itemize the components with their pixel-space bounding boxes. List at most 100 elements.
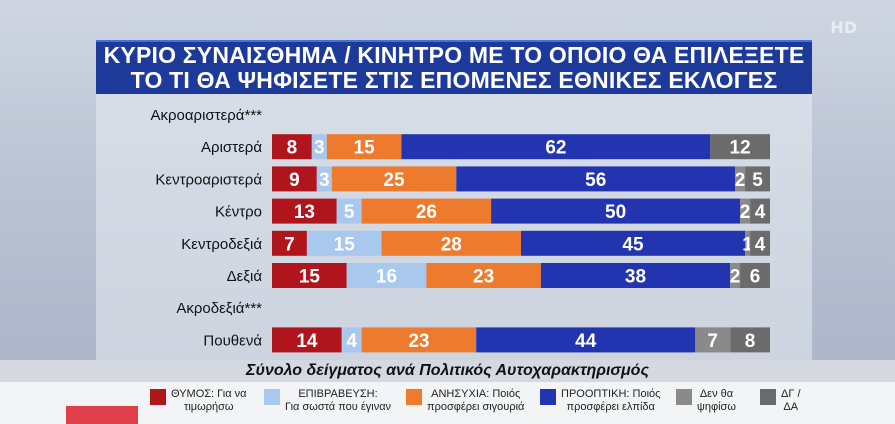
bar-value-label: 38 — [625, 267, 646, 288]
legend-label-line1: ΔΓ / — [781, 388, 801, 400]
legend-swatch-worry — [406, 389, 422, 405]
bar-value-label: 16 — [376, 267, 397, 288]
bar-segment — [272, 327, 342, 353]
legend-item-reward: ΕΠΙΒΡΑΒΕΥΣΗ: Για σωστά που έγιναν — [264, 388, 391, 414]
bar-segment — [750, 198, 770, 224]
legend-label-line2: προσφέρει σιγουριά — [427, 401, 525, 413]
category-label: Πουθενά — [203, 332, 262, 349]
legend-label-line1: ΕΠΙΒΡΑΒΕΥΣΗ: — [298, 388, 378, 400]
bar-segment — [730, 327, 770, 353]
legend-label-line2: ΔΑ — [783, 401, 799, 413]
bar-value-label: 45 — [622, 234, 644, 255]
category-label: Κεντροδεξιά — [181, 236, 262, 253]
ticker-strip — [66, 406, 138, 424]
bar-value-label: 44 — [575, 331, 597, 352]
legend: ΘΥΜΟΣ: Για να τιμωρήσω ΕΠΙΒΡΑΒΕΥΣΗ: Για … — [0, 382, 895, 424]
bar-value-label: 2 — [740, 202, 751, 223]
legend-text-dk-na: ΔΓ / ΔΑ — [781, 388, 801, 414]
bar-segment — [710, 134, 770, 160]
category-label: Αριστερά — [201, 139, 262, 156]
bar-segment — [326, 134, 402, 160]
bar-segment — [730, 263, 741, 288]
bar-value-label: 6 — [750, 267, 761, 288]
bar-segment — [476, 327, 696, 353]
bar-value-label: 14 — [296, 331, 318, 352]
bar-value-label: 2 — [730, 267, 741, 288]
bar-segment — [740, 198, 751, 224]
bar-segment — [750, 230, 770, 256]
bar-segment — [745, 230, 751, 256]
bar-segment — [272, 198, 337, 224]
legend-item-dk-na: ΔΓ / ΔΑ — [760, 388, 801, 414]
bar-segment — [341, 327, 362, 353]
title-line-1: ΚΥΡΙΟ ΣΥΝΑΙΣΘΗΜΑ / ΚΙΝΗΤΡΟ ΜΕ ΤΟ ΟΠΟΙΟ Θ… — [103, 42, 805, 68]
bar-value-label: 3 — [319, 170, 330, 191]
legend-swatch-prospect — [540, 389, 556, 405]
bar-segment — [491, 198, 741, 224]
bar-value-label: 15 — [334, 234, 356, 255]
bar-value-label: 1 — [742, 234, 753, 255]
subtitle-bar: Σύνολο δείγματος ανά Πολιτικός Αυτοχαρακ… — [0, 360, 895, 382]
legend-item-wont-vote: Δεν θα ψηφίσω — [676, 388, 736, 414]
bar-segment — [735, 166, 746, 192]
bar-value-label: 15 — [299, 267, 321, 288]
bar-segment — [272, 166, 317, 192]
bar-segment — [311, 134, 327, 160]
title-line-2: ΤΟ ΤΙ ΘΑ ΨΗΦΙΣΕΤΕ ΣΤΙΣ ΕΠΟΜΕΝΕΣ ΕΘΝΙΚΕΣ … — [130, 67, 778, 93]
bar-segment — [346, 263, 427, 288]
bar-segment — [336, 198, 362, 224]
category-label: Ακροαριστερά*** — [150, 107, 262, 124]
bar-value-label: 26 — [416, 202, 437, 223]
bar-value-label: 25 — [383, 170, 405, 191]
legend-swatch-dk-na — [760, 389, 776, 405]
bar-value-label: 15 — [354, 138, 376, 159]
chart-title: ΚΥΡΙΟ ΣΥΝΑΙΣΘΗΜΑ / ΚΙΝΗΤΡΟ ΜΕ ΤΟ ΟΠΟΙΟ Θ… — [96, 40, 812, 94]
bar-value-label: 7 — [284, 234, 295, 255]
category-label: Δεξιά — [227, 268, 263, 285]
bar-value-label: 12 — [730, 138, 751, 159]
bar-segment — [426, 263, 541, 288]
category-label: Ακροδεξιά*** — [176, 300, 262, 317]
bar-value-label: 23 — [473, 267, 494, 288]
bar-value-label: 8 — [745, 331, 756, 352]
legend-label-line2: τιμωρήσω — [184, 401, 234, 413]
bar-segment — [306, 230, 382, 256]
bar-value-label: 23 — [408, 331, 429, 352]
legend-item-anger: ΘΥΜΟΣ: Για να τιμωρήσω — [150, 388, 246, 414]
chart-subtitle: Σύνολο δείγματος ανά Πολιτικός Αυτοχαρακ… — [246, 362, 649, 379]
bar-segment — [456, 166, 736, 192]
legend-label-line1: Δεν θα — [699, 388, 734, 400]
bar-segment — [740, 263, 770, 288]
legend-text-anger: ΘΥΜΟΣ: Για να τιμωρήσω — [171, 388, 246, 414]
legend-text-reward: ΕΠΙΒΡΑΒΕΥΣΗ: Για σωστά που έγιναν — [285, 388, 391, 414]
bar-value-label: 50 — [605, 202, 626, 223]
legend-label-line1: ΘΥΜΟΣ: Για να — [171, 388, 247, 400]
bar-value-label: 28 — [441, 234, 462, 255]
bar-value-label: 7 — [707, 331, 718, 352]
bar-value-label: 4 — [755, 202, 766, 223]
legend-item-worry: ΑΝΗΣΥΧΙΑ: Ποιός προσφέρει σιγουριά — [406, 388, 524, 414]
category-label: Κέντρο — [215, 204, 262, 221]
legend-swatch-anger — [150, 389, 166, 405]
bar-segment — [745, 166, 770, 192]
bar-segment — [316, 166, 332, 192]
bar-segment — [381, 230, 521, 256]
bar-segment — [361, 198, 492, 224]
legend-swatch-reward — [264, 389, 280, 405]
bar-segment — [521, 230, 746, 256]
legend-label-line1: ΠΡΟΟΠΤΙΚΗ: Ποιός — [561, 388, 661, 400]
bar-value-label: 9 — [289, 170, 300, 191]
category-label: Κεντροαριστερά — [155, 171, 262, 188]
bar-value-label: 5 — [752, 170, 763, 191]
legend-text-prospect: ΠΡΟΟΠΤΙΚΗ: Ποιός προσφέρει ελπίδα — [561, 388, 660, 414]
legend-swatch-wont-vote — [676, 389, 692, 405]
legend-label-line1: ΑΝΗΣΥΧΙΑ: Ποιός — [431, 388, 521, 400]
legend-text-wont-vote: Δεν θα ψηφίσω — [697, 388, 736, 414]
bar-segment — [540, 263, 731, 288]
bar-value-label: 8 — [287, 138, 298, 159]
bar-segment — [272, 134, 312, 160]
bar-segment — [272, 230, 307, 256]
bar-value-label: 62 — [545, 138, 566, 159]
legend-label-line2: ψηφίσω — [697, 401, 736, 413]
